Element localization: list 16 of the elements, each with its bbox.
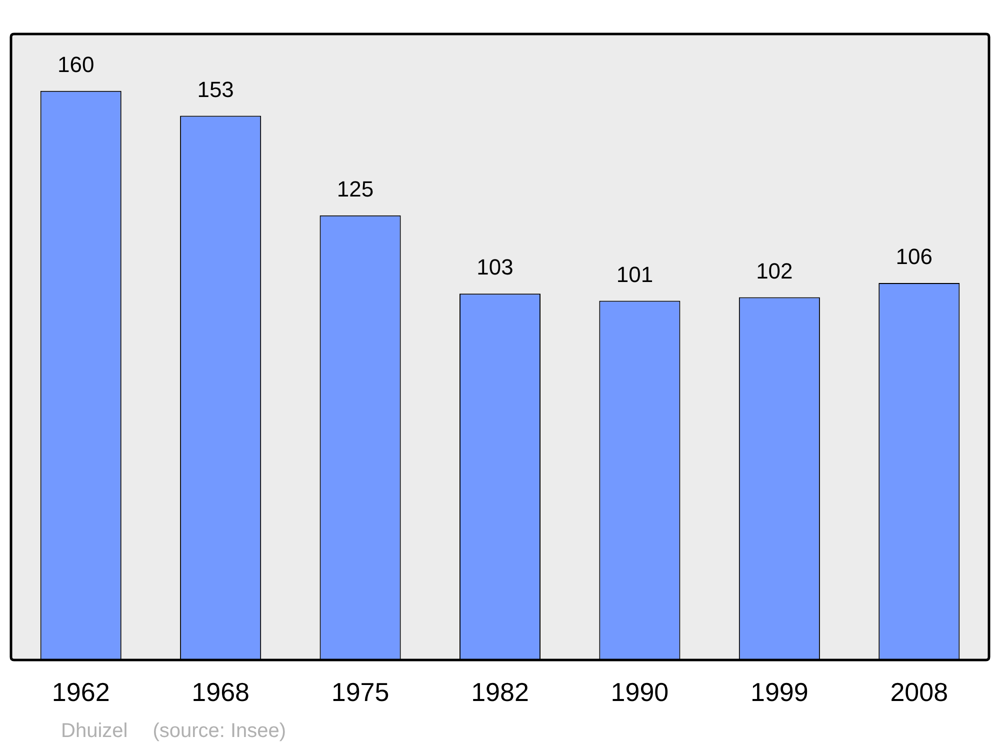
data-label: 103 — [476, 254, 514, 280]
data-label: 153 — [197, 76, 234, 102]
x-tick-label: 1999 — [750, 676, 808, 707]
data-label: 102 — [756, 258, 793, 284]
x-tick-label: 1982 — [471, 676, 529, 707]
x-tick-label: 1975 — [331, 676, 390, 707]
data-label: 160 — [58, 52, 94, 77]
data-label: 106 — [896, 244, 932, 270]
data-label: 101 — [616, 262, 654, 287]
x-tick-label: 1968 — [192, 676, 250, 707]
text: Dhuizel — [61, 720, 128, 742]
x-tick-label: 1990 — [610, 676, 669, 707]
x-tick-label: 1962 — [52, 676, 110, 707]
data-label: 125 — [336, 176, 374, 202]
x-tick-label: 2008 — [890, 676, 948, 707]
text: (source: Insee) — [152, 720, 286, 742]
